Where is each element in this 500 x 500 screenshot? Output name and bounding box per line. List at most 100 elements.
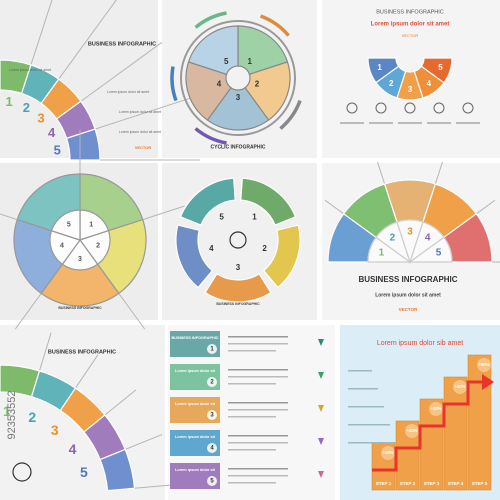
percent-badge [429,402,443,416]
text-block [228,482,276,484]
text-block [228,449,276,451]
divider [134,484,175,489]
step-number: 5 [436,247,442,258]
step-number: 4 [217,79,222,88]
segment [40,78,82,120]
arrow-head [482,374,494,390]
divider [124,433,163,450]
text-block [228,409,288,411]
step-number: 1 [3,403,11,419]
percent-label: +40% [455,384,466,389]
text-block [348,424,390,426]
step-number: 4 [48,125,56,140]
step-number: 3 [407,227,413,238]
text-block [228,350,276,352]
step-number: 4 [209,244,214,253]
title: BUSINESS INFOGRAPHIC [216,302,260,306]
divider [94,97,191,130]
percent-badge [477,358,491,372]
vector-label: VECTOR [399,307,418,312]
segment [367,236,412,263]
divider [142,205,185,221]
percent-label: +10% [383,450,394,455]
number-badge [207,377,217,387]
segment [244,61,291,121]
text-block [427,122,451,124]
step-label: STEP 4 [448,481,464,486]
step-number: 1 [248,57,253,66]
divider [30,0,53,66]
divider [14,293,42,330]
segment [175,224,214,289]
diamond-icon [318,372,324,379]
segment [50,209,81,241]
segment [0,59,32,95]
step-bar [443,376,468,491]
step-number: 1 [5,94,12,109]
step-number: 3 [51,422,59,438]
divider [58,0,117,80]
number-badge [207,443,217,453]
subtitle: Lorem ipsum dolor sit amet [371,22,450,28]
percent-badge [405,424,419,438]
segment [61,238,99,271]
divider [75,354,99,389]
step-number: 2 [389,79,394,88]
divider [0,213,18,221]
step-number: 3 [408,85,413,94]
segment [55,100,96,140]
step-label: STEP 1 [376,481,392,486]
segment [0,364,41,398]
growth-arrow [372,380,484,472]
segment [30,370,77,412]
percent-label: +30% [431,406,442,411]
step-label: STEP 2 [400,481,416,486]
step-number: 4 [425,232,431,243]
icon [346,102,358,114]
text-block [228,402,288,404]
step-number: 5 [224,57,229,66]
step-number: 5 [80,464,88,480]
text-line: Lorem ipsum dolor sit amet [119,110,161,114]
row-number: 4 [210,446,214,452]
text-line: Lorem ipsum dolor sit amet [119,130,161,134]
icon [462,102,474,114]
text-block [228,442,288,444]
divider [80,42,163,102]
text-block [228,468,288,470]
text-block [228,336,288,338]
step-number: 3 [37,110,44,125]
percent-badge [453,380,467,394]
text-block [369,122,393,124]
globe-icon [12,462,32,482]
step-number: 2 [255,79,260,88]
segment [65,128,101,161]
segment [49,229,81,266]
title: BUSINESS INFOGRAPHIC [88,41,156,47]
vector-label: VECTOR [402,33,419,38]
subtitle: Lorem ipsum dolor sit amet [375,292,441,298]
row-label: Lorem ipsum dolor sit [175,402,216,406]
divider [38,332,52,372]
globe-icon [229,231,247,249]
step-number: 2 [390,232,396,243]
text-block [348,370,372,372]
diamond-icon [318,471,324,478]
text-block [228,435,288,437]
percent-badge [381,446,395,460]
step-number: 4 [69,441,77,457]
text-block [340,122,364,124]
title: CYCLIC INFOGRAPHIC [211,144,266,150]
text-block [456,122,480,124]
text-block [348,406,384,408]
segment [185,61,232,121]
text-block [228,343,288,345]
step-label: STEP 3 [424,481,440,486]
number-badge [207,476,217,486]
segment [240,177,297,226]
title: Lorem ipsum dolor sib amet [377,340,463,347]
text-block [228,475,288,477]
text-block [228,376,288,378]
row-label: BUSINESS INFOGRAPHIC [171,336,218,340]
